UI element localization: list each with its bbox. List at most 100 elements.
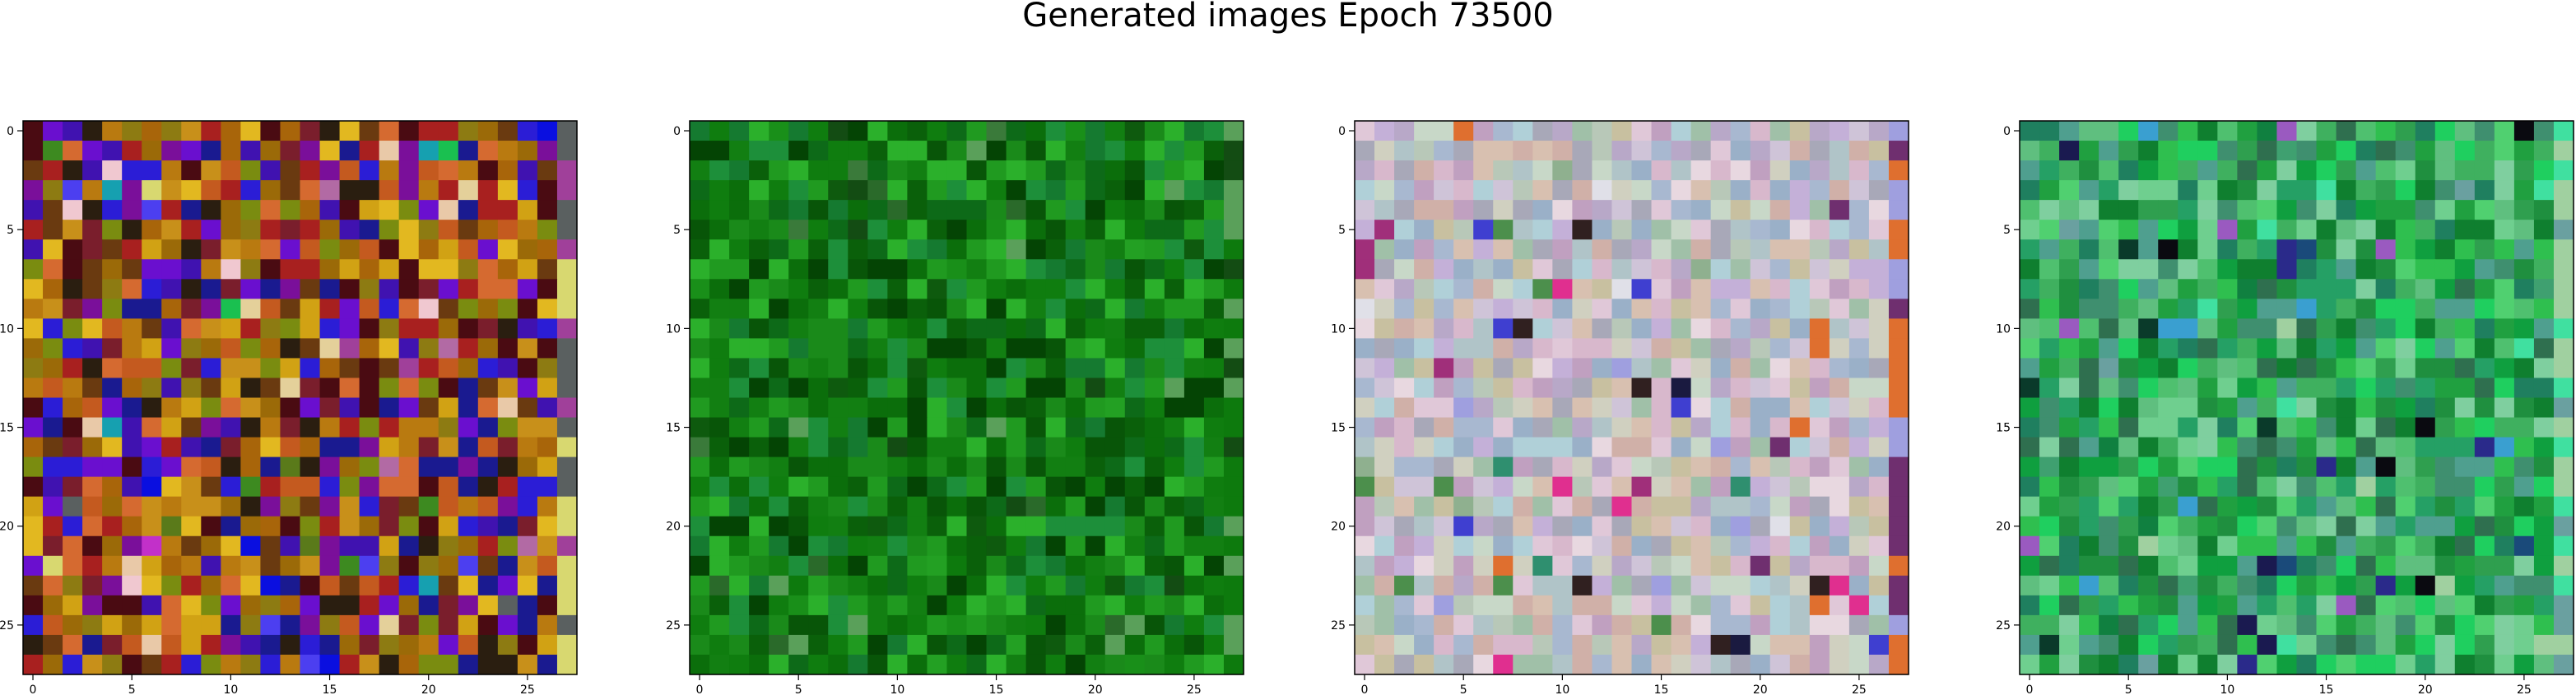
pixel (2020, 160, 2040, 181)
pixel (2138, 516, 2159, 537)
pixel (379, 141, 400, 161)
pixel (1065, 614, 1086, 636)
pixel (2158, 378, 2178, 399)
x-tick-label: 5 (795, 683, 802, 695)
pixel (1631, 634, 1653, 656)
pixel (946, 535, 968, 557)
pixel (2178, 496, 2198, 517)
pixel (260, 555, 281, 577)
pixel (122, 299, 142, 319)
pixel (2375, 476, 2397, 498)
pixel (517, 437, 538, 458)
pixel (1848, 279, 1870, 299)
pixel (1611, 358, 1633, 379)
pixel (1671, 121, 1692, 141)
pixel (2375, 575, 2397, 596)
pixel (867, 220, 888, 240)
pixel (1144, 121, 1165, 141)
pixel (1552, 614, 1573, 636)
pixel (1223, 634, 1244, 656)
pixel (867, 259, 888, 280)
pixel (1164, 614, 1185, 636)
pixel (2178, 555, 2198, 577)
pixel (709, 437, 730, 458)
pixel (438, 516, 459, 537)
pixel (240, 378, 262, 399)
pixel (142, 397, 162, 419)
pixel (907, 496, 928, 517)
pixel (1552, 437, 1573, 458)
pixel (280, 535, 301, 557)
pixel (2079, 338, 2099, 359)
pixel (1690, 378, 1712, 399)
pixel (2415, 200, 2436, 220)
pixel (1750, 200, 1771, 220)
pixel (946, 595, 968, 616)
pixel (769, 595, 789, 616)
pixel (1809, 654, 1830, 675)
pixel (497, 397, 518, 419)
pixel (379, 417, 400, 438)
pixel (438, 437, 459, 458)
pixel (537, 200, 558, 220)
pixel (260, 279, 281, 299)
pixel (946, 437, 968, 458)
pixel (1809, 595, 1830, 616)
pixel (2513, 121, 2535, 141)
pixel (2276, 476, 2298, 498)
pixel (907, 654, 928, 675)
pixel (1085, 299, 1106, 319)
pixel (2059, 535, 2080, 557)
pixel (690, 378, 710, 399)
pixel (2296, 358, 2318, 379)
pixel (788, 575, 809, 596)
pixel (1183, 200, 1205, 220)
x-tick-label: 0 (30, 683, 37, 695)
pixel (1414, 476, 1434, 498)
pixel (319, 654, 341, 675)
pixel (359, 358, 380, 379)
pixel (946, 654, 968, 675)
pixel (418, 378, 439, 399)
pixel (2375, 121, 2397, 141)
pixel (690, 634, 710, 656)
pixel (828, 397, 849, 419)
pixel (1473, 575, 1494, 596)
pixel (887, 496, 908, 517)
pixel (339, 358, 360, 379)
pixel (43, 614, 63, 636)
pixel (240, 417, 262, 438)
pixel (497, 141, 518, 161)
x-tick-label: 10 (2220, 683, 2234, 695)
pixel (690, 456, 710, 478)
pixel (1809, 378, 1830, 399)
pixel (537, 575, 558, 596)
pixel (1104, 614, 1126, 636)
pixel (2533, 121, 2555, 141)
pixel (690, 239, 710, 260)
pixel (1203, 160, 1225, 181)
pixel (1848, 121, 1870, 141)
pixel (2553, 496, 2574, 517)
pixel (2553, 516, 2574, 537)
pixel (1394, 456, 1415, 478)
pixel (102, 220, 123, 240)
pixel (1611, 634, 1633, 656)
pixel (398, 378, 420, 399)
pixel (887, 614, 908, 636)
pixel (1888, 220, 1909, 240)
pixel (1789, 614, 1811, 636)
pixel (1829, 535, 1850, 557)
pixel (517, 318, 538, 339)
pixel (709, 200, 730, 220)
pixel (458, 575, 479, 596)
pixel (1453, 180, 1474, 201)
pixel (1809, 555, 1830, 577)
pixel (537, 397, 558, 419)
pixel (1065, 220, 1086, 240)
pixel (1085, 654, 1106, 675)
pixel (181, 338, 202, 359)
pixel (828, 279, 849, 299)
pixel (966, 299, 988, 319)
pixel (1631, 595, 1653, 616)
